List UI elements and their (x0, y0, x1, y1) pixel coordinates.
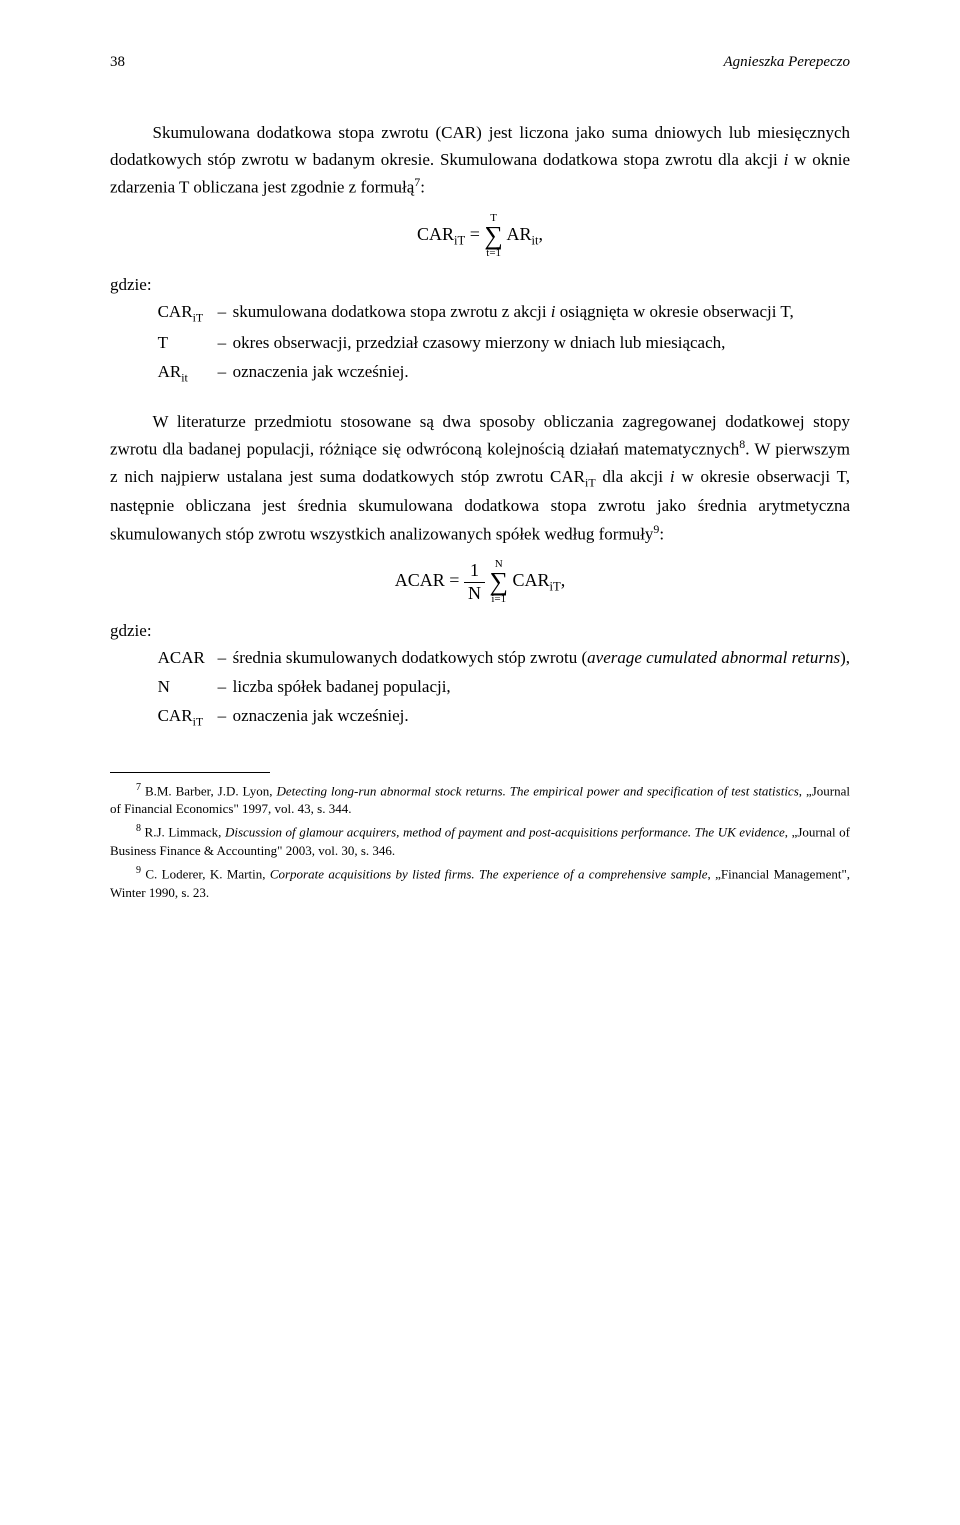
page-number: 38 (110, 50, 125, 74)
definition-description: liczba spółek badanej populacji, (233, 673, 850, 700)
definitions-1: CARiT–skumulowana dodatkowa stopa zwrotu… (158, 298, 850, 388)
definition-description: średnia skumulowanych dodatkowych stóp z… (233, 644, 850, 671)
page-header: 38 Agnieszka Perepeczo (110, 50, 850, 74)
definition-item: CARiT–skumulowana dodatkowa stopa zwrotu… (158, 298, 850, 327)
formula-car: CARiT = T ∑ t=1 ARit, (110, 213, 850, 258)
definition-description: skumulowana dodatkowa stopa zwrotu z akc… (233, 298, 850, 327)
definition-description: oznaczenia jak wcześniej. (233, 702, 850, 731)
definition-dash: – (218, 644, 233, 671)
definition-symbol: N (158, 673, 218, 700)
definition-dash: – (218, 329, 233, 356)
definition-symbol: CARiT (158, 298, 218, 327)
main-text: Skumulowana dodatkowa stopa zwrotu (CAR)… (110, 119, 850, 732)
paragraph-1: Skumulowana dodatkowa stopa zwrotu (CAR)… (110, 119, 850, 201)
sigma-sum: T ∑ t=1 (484, 213, 503, 258)
fraction: 1 N (464, 560, 485, 604)
definition-item: ARit–oznaczenia jak wcześniej. (158, 358, 850, 387)
footnotes: 7 B.M. Barber, J.D. Lyon, Detecting long… (110, 781, 850, 902)
footnote: 7 B.M. Barber, J.D. Lyon, Detecting long… (110, 781, 850, 819)
definitions-2: ACAR–średnia skumulowanych dodatkowych s… (158, 644, 850, 732)
definition-dash: – (218, 673, 233, 700)
definition-symbol: T (158, 329, 218, 356)
footnote-rule (110, 772, 270, 773)
definition-item: T–okres obserwacji, przedział czasowy mi… (158, 329, 850, 356)
definition-item: ACAR–średnia skumulowanych dodatkowych s… (158, 644, 850, 671)
definition-description: oznaczenia jak wcześniej. (233, 358, 850, 387)
definition-dash: – (218, 298, 233, 327)
definition-symbol: ARit (158, 358, 218, 387)
paragraph-2: W literaturze przedmiotu stosowane są dw… (110, 408, 850, 548)
where-label-1: gdzie: (110, 271, 850, 298)
sigma-sum: N ∑ i=1 (489, 559, 508, 604)
where-label-2: gdzie: (110, 617, 850, 644)
footnote: 9 C. Loderer, K. Martin, Corporate acqui… (110, 864, 850, 902)
definition-item: N–liczba spółek badanej populacji, (158, 673, 850, 700)
definition-symbol: CARiT (158, 702, 218, 731)
definition-item: CARiT–oznaczenia jak wcześniej. (158, 702, 850, 731)
footnote: 8 R.J. Limmack, Discussion of glamour ac… (110, 822, 850, 860)
definition-dash: – (218, 702, 233, 731)
page-author: Agnieszka Perepeczo (724, 50, 850, 74)
definition-dash: – (218, 358, 233, 387)
formula-acar: ACAR = 1 N N ∑ i=1 CARiT, (110, 559, 850, 604)
definition-symbol: ACAR (158, 644, 218, 671)
definition-description: okres obserwacji, przedział czasowy mier… (233, 329, 850, 356)
